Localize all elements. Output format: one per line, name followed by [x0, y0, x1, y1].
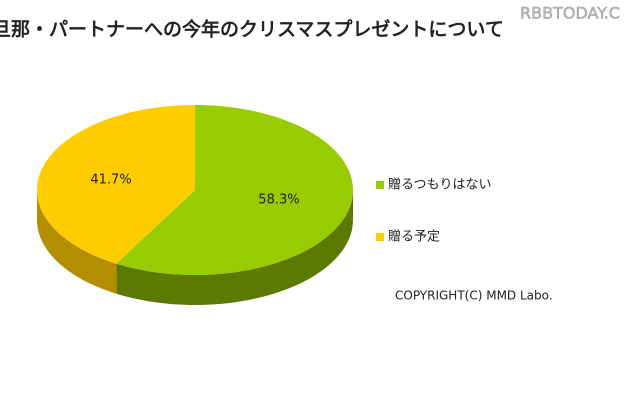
pie-slice: [37, 105, 196, 264]
watermark: RBBTODAY.C: [520, 4, 620, 23]
value-label: 58.3%: [258, 192, 299, 207]
legend-label: 贈るつもりはない: [388, 177, 491, 193]
copyright: COPYRIGHT(C) MMD Labo.: [395, 289, 553, 303]
legend-swatch: [376, 233, 384, 241]
pie-side: [37, 190, 117, 294]
legend-label: 贈る予定: [388, 229, 440, 245]
value-label: 41.7%: [90, 173, 131, 188]
pie-side: [116, 190, 354, 305]
legend-swatch: [376, 181, 384, 189]
pie-slice: [116, 105, 353, 275]
chart-title: 旦那・パートナーへの今年のクリスマスプレゼントについて: [0, 18, 504, 41]
